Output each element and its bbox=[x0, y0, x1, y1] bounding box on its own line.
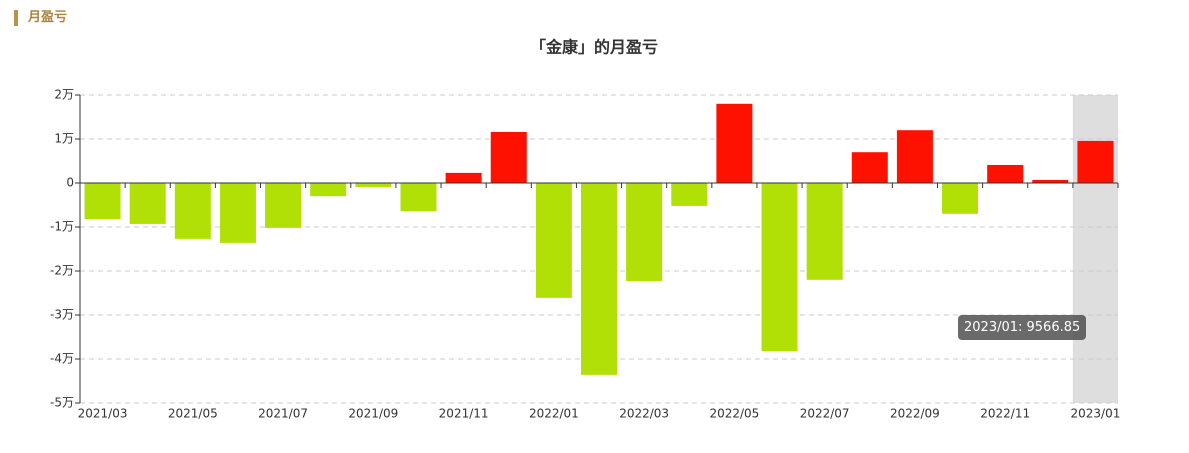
bar bbox=[1032, 179, 1069, 183]
x-tick-label: 2023/01 bbox=[1071, 407, 1121, 421]
x-tick-label: 2021/07 bbox=[258, 407, 308, 421]
bar bbox=[490, 131, 527, 183]
y-tick-label: -4万 bbox=[50, 352, 74, 366]
bar bbox=[806, 183, 843, 280]
bar bbox=[535, 183, 572, 298]
x-tick-label: 2022/11 bbox=[980, 407, 1030, 421]
bar bbox=[581, 183, 617, 375]
y-tick-label: -2万 bbox=[50, 264, 74, 278]
y-tick-label: -5万 bbox=[50, 396, 74, 410]
bar bbox=[851, 152, 888, 183]
y-tick-label: 2万 bbox=[54, 88, 74, 102]
y-tick-label: -1万 bbox=[50, 220, 74, 234]
section-title: 月盈亏 bbox=[14, 10, 67, 26]
bar bbox=[400, 183, 437, 212]
bar bbox=[896, 130, 933, 183]
x-tick-label: 2021/05 bbox=[168, 407, 218, 421]
tooltip: 2023/01: 9566.85 bbox=[958, 315, 1087, 340]
bar bbox=[265, 183, 302, 228]
bar bbox=[129, 183, 166, 224]
bar bbox=[445, 172, 482, 183]
bar bbox=[355, 183, 392, 187]
x-tick-label: 2022/01 bbox=[529, 407, 579, 421]
chart-title: 「金康」的月盈亏 bbox=[530, 38, 658, 57]
bar bbox=[84, 183, 121, 220]
x-tick-label: 2021/11 bbox=[439, 407, 489, 421]
x-tick-label: 2022/07 bbox=[800, 407, 850, 421]
x-tick-label: 2021/09 bbox=[348, 407, 398, 421]
y-tick-label: 0 bbox=[66, 176, 74, 190]
x-tick-label: 2022/09 bbox=[890, 407, 940, 421]
bar bbox=[671, 183, 708, 206]
y-tick-label: 1万 bbox=[54, 132, 74, 146]
y-tick-label: -3万 bbox=[50, 308, 74, 322]
bar bbox=[716, 103, 753, 183]
bar bbox=[942, 183, 979, 214]
bar bbox=[761, 183, 798, 352]
bar bbox=[174, 183, 211, 239]
x-tick-label: 2022/05 bbox=[709, 407, 759, 421]
x-tick-label: 2022/03 bbox=[619, 407, 669, 421]
bar bbox=[310, 183, 347, 197]
bar bbox=[626, 183, 663, 282]
bar bbox=[219, 183, 256, 243]
bar bbox=[1077, 140, 1114, 183]
bar bbox=[987, 164, 1024, 183]
x-tick-label: 2021/03 bbox=[78, 407, 128, 421]
